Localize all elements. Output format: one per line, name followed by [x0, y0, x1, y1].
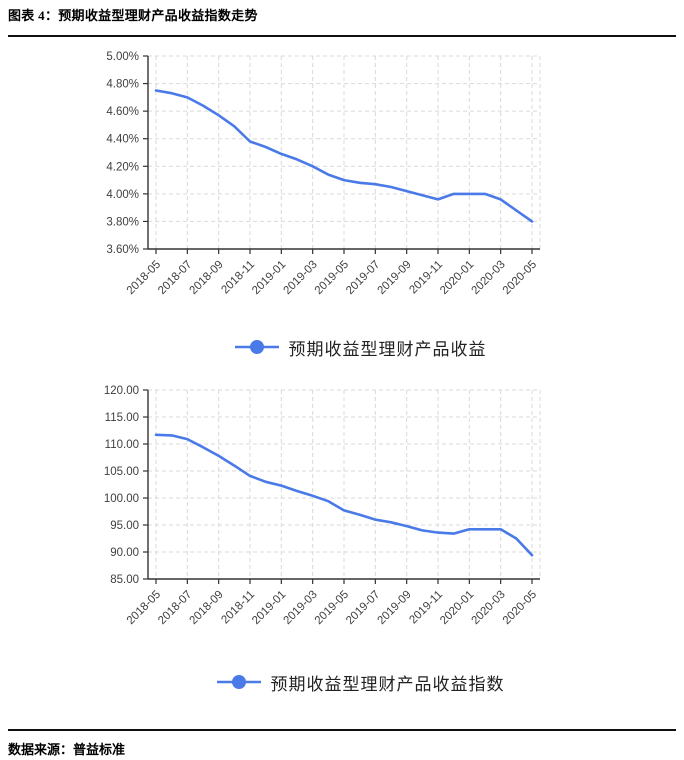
- svg-text:3.60%: 3.60%: [106, 244, 139, 256]
- svg-text:2020-01: 2020-01: [438, 589, 476, 627]
- series-line: [154, 433, 534, 557]
- legend-line-dot-icon: [216, 675, 261, 689]
- svg-text:2019-07: 2019-07: [344, 589, 382, 627]
- svg-text:3.80%: 3.80%: [106, 216, 139, 228]
- svg-text:2018-09: 2018-09: [187, 259, 225, 297]
- legend-line-dot-icon: [234, 340, 279, 354]
- yield-index-chart-legend: 预期收益型理财产品收益指数: [18, 672, 684, 694]
- svg-text:4.00%: 4.00%: [106, 189, 139, 201]
- svg-text:2019-01: 2019-01: [250, 589, 288, 627]
- svg-text:2018-07: 2018-07: [156, 589, 194, 627]
- svg-text:2018-07: 2018-07: [156, 259, 194, 297]
- data-source: 数据来源：普益标准: [8, 739, 125, 758]
- svg-text:4.20%: 4.20%: [106, 161, 139, 173]
- svg-text:2019-03: 2019-03: [281, 259, 319, 297]
- series-line: [154, 89, 534, 223]
- svg-text:2019-03: 2019-03: [281, 589, 319, 627]
- footer-divider: [8, 729, 676, 731]
- svg-text:4.40%: 4.40%: [106, 134, 139, 146]
- svg-text:2020-03: 2020-03: [469, 589, 507, 627]
- svg-text:2019-05: 2019-05: [313, 589, 351, 627]
- yield-legend-label: 预期收益型理财产品收益: [288, 339, 487, 359]
- svg-text:2019-09: 2019-09: [375, 259, 413, 297]
- svg-text:115.00: 115.00: [105, 412, 139, 424]
- svg-text:120.00: 120.00: [104, 385, 139, 397]
- yield-line-chart: 5.00% 4.80% 4.60% 4.40% 4.20% 4.00% 3.80% 3.60%…: [106, 51, 541, 297]
- svg-text:2020-01: 2020-01: [438, 259, 476, 297]
- figure-title: 图表 4：预期收益型理财产品收益指数走势: [8, 8, 258, 23]
- svg-text:90.00: 90.00: [110, 547, 139, 559]
- yield-chart-legend: 预期收益型理财产品收益: [18, 337, 684, 359]
- svg-text:2019-05: 2019-05: [313, 259, 351, 297]
- svg-text:85.00: 85.00: [110, 574, 139, 586]
- yield-index-line-chart: 120.00 115.00 110.00 105.00 100.00 95.00 90.00…: [104, 385, 541, 627]
- svg-text:2020-05: 2020-05: [501, 589, 539, 627]
- svg-text:2020-05: 2020-05: [501, 259, 539, 297]
- svg-text:4.60%: 4.60%: [106, 106, 139, 118]
- svg-text:2018-09: 2018-09: [187, 589, 225, 627]
- svg-text:95.00: 95.00: [110, 520, 139, 532]
- svg-text:2019-09: 2019-09: [375, 589, 413, 627]
- svg-text:2019-01: 2019-01: [250, 259, 288, 297]
- data-source-value: 普益标准: [73, 742, 126, 757]
- svg-text:2019-07: 2019-07: [344, 259, 382, 297]
- svg-text:2018-05: 2018-05: [125, 589, 163, 627]
- svg-text:110.00: 110.00: [105, 439, 139, 451]
- svg-text:2020-03: 2020-03: [469, 259, 507, 297]
- svg-text:105.00: 105.00: [104, 466, 139, 478]
- svg-text:100.00: 100.00: [104, 493, 139, 505]
- title-divider: [8, 35, 676, 37]
- data-source-label: 数据来源：: [8, 742, 74, 757]
- yield-index-legend-label: 预期收益型理财产品收益指数: [270, 674, 505, 694]
- svg-text:5.00%: 5.00%: [106, 51, 139, 63]
- svg-text:4.80%: 4.80%: [106, 79, 139, 91]
- svg-text:2018-05: 2018-05: [125, 259, 163, 297]
